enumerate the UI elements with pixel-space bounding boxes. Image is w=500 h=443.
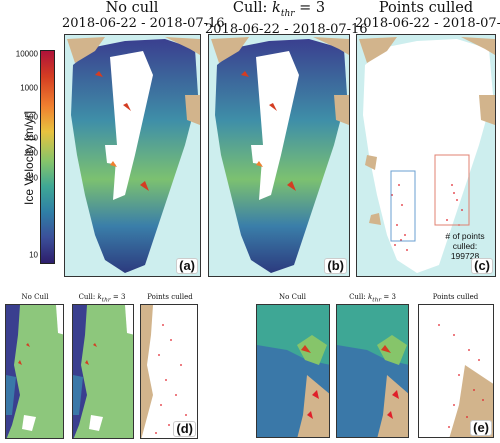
panel-b-date: 2018-06-22 - 2018-07-16	[205, 21, 368, 37]
zoom-d-label: (d)	[173, 421, 196, 437]
zoom-e-title-culled: Points culled	[432, 293, 479, 301]
colorbar: 10000 1000 500 300 200 100 10	[0, 50, 60, 265]
panel-a-label: (a)	[176, 258, 198, 274]
colorbar-tick-label: 500	[24, 112, 38, 122]
panel-b-title: Cull: kthr = 3 2018-06-22 - 2018-07-16	[205, 0, 368, 37]
panel-b-map: (b)	[208, 34, 350, 277]
zoom-d-title-nocull: No Cull	[21, 293, 49, 301]
zoom-e-cull-map	[336, 304, 409, 438]
panel-b-label: (b)	[324, 258, 347, 274]
panel-c-map: # of points culled: 199728 (c)	[356, 34, 496, 277]
colorbar-tick-label: 10	[29, 250, 38, 260]
zoom-d-nocull-map	[5, 304, 64, 439]
zoom-d-culled-map: (d)	[140, 304, 198, 439]
panel-c-label: (c)	[471, 258, 493, 274]
panel-c-date: 2018-06-22 - 2018-07-16	[355, 16, 500, 31]
culled-count-value: 199728	[450, 251, 480, 261]
zoom-e-title-nocull: No Cull	[279, 293, 306, 301]
panel-a-title: No cull 2018-06-22 - 2018-07-16	[62, 0, 225, 31]
zoom-e-title-cull: Cull: kthr = 3	[349, 293, 396, 304]
colorbar-tick-label: 100	[24, 173, 38, 183]
colorbar-tick-label: 10000	[15, 49, 38, 59]
zoom-e-culled-map: (e)	[418, 304, 494, 438]
zoom-d-cull-map	[72, 304, 134, 439]
zoom-d-title-cull: Cull: kthr = 3	[78, 293, 126, 304]
zoom-d-title-culled: Points culled	[147, 293, 193, 301]
colorbar-tick-label: 200	[24, 148, 38, 158]
colorbar-tick-label: 1000	[20, 83, 38, 93]
colorbar-gradient	[40, 50, 55, 264]
culled-count-annotation: # of points culled: 199728	[435, 231, 495, 261]
zoom-e-nocull-map	[256, 304, 330, 438]
colorbar-tick-label: 300	[24, 133, 38, 143]
panel-a-date: 2018-06-22 - 2018-07-16	[62, 16, 225, 31]
panel-a-map: (a)	[64, 34, 201, 277]
panel-c-title: Points culled 2018-06-22 - 2018-07-16	[355, 0, 500, 31]
zoom-e-label: (e)	[470, 420, 492, 436]
colorbar-title: Ice Velocity [m/yr]	[22, 110, 36, 205]
